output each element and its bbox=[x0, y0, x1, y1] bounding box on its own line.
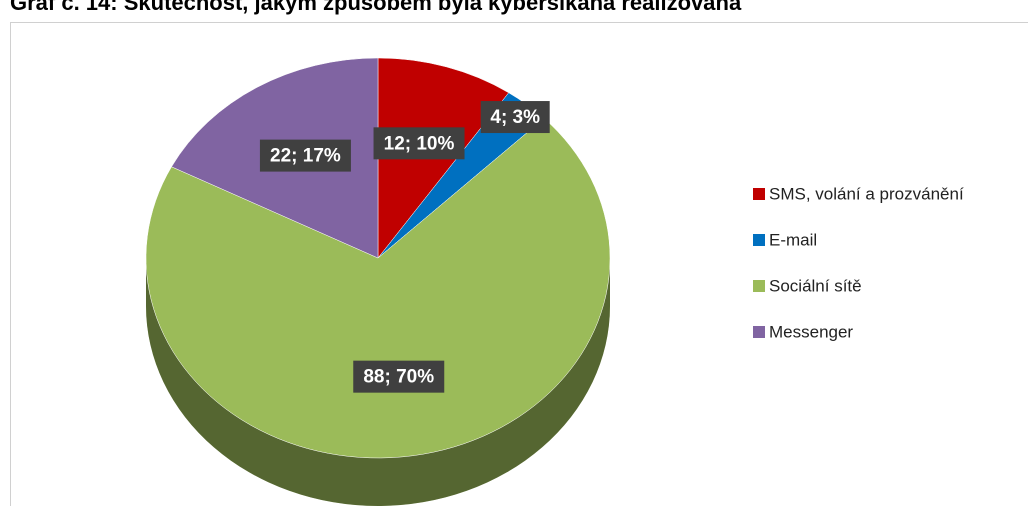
data-label-box bbox=[480, 101, 550, 134]
data-label: 4; 3% bbox=[490, 107, 540, 128]
data-label: 22; 17% bbox=[270, 146, 341, 167]
legend-label: Messenger bbox=[769, 322, 853, 341]
data-label-box bbox=[259, 139, 351, 172]
data-label: 12; 10% bbox=[384, 133, 455, 154]
legend-label: E-mail bbox=[769, 230, 817, 249]
legend-swatch bbox=[753, 234, 765, 246]
legend-swatch bbox=[753, 280, 765, 292]
slice bbox=[145, 118, 611, 459]
data-label-box bbox=[373, 127, 465, 160]
chart-title: Graf č. 14: Skutečnost, jakým způsobem b… bbox=[10, 0, 742, 15]
legend-label: SMS, volání a prozvánění bbox=[769, 184, 964, 203]
legend-swatch bbox=[753, 326, 765, 338]
data-label-box bbox=[353, 360, 445, 393]
legend-label: Sociální sítě bbox=[769, 276, 862, 295]
slice-side-shade bbox=[146, 258, 610, 506]
slice-side bbox=[146, 258, 610, 506]
legend-swatch bbox=[753, 188, 765, 200]
data-label: 88; 70% bbox=[363, 367, 434, 388]
